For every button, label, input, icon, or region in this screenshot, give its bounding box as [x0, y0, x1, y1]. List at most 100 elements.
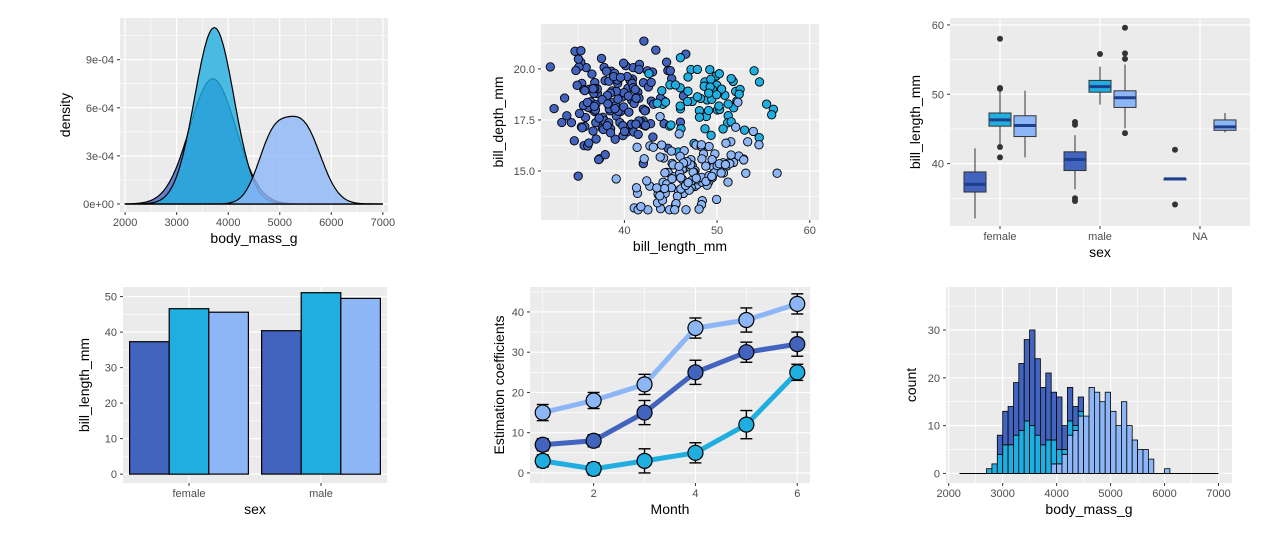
data-point	[789, 336, 806, 353]
histogram-bar-adelie	[1029, 329, 1036, 426]
scatter-point-adelie	[557, 117, 567, 128]
box-male-gentoo	[1113, 24, 1137, 137]
histogram-bar-chinstrap	[986, 468, 993, 474]
y-axis-ticks: 40 50 60	[932, 20, 950, 171]
y-axis-title: count	[903, 368, 919, 402]
x-tick-label: 7000	[1206, 488, 1230, 500]
bar-female-adelie	[129, 341, 170, 475]
bar-male-adelie	[261, 330, 302, 475]
histogram-bar-chinstrap	[1077, 410, 1084, 417]
x-tick-label: male	[309, 488, 333, 500]
box-outlier	[1097, 51, 1103, 58]
y-axis-ticks: 0 10 20 30	[928, 325, 946, 480]
box-female-adelie	[963, 148, 987, 219]
scatter-point-gentoo	[667, 174, 677, 184]
scatter-point-chinstrap	[714, 101, 724, 111]
y-tick-label: 6e-04	[86, 103, 114, 115]
scatter-point-adelie	[618, 58, 629, 68]
histogram-bar-gentoo	[1050, 463, 1057, 474]
scatter-point-adelie	[630, 84, 640, 95]
y-axis-ticks: 0 10 20 30 40 50	[105, 292, 123, 481]
data-point	[636, 452, 653, 469]
scatter-point-gentoo	[652, 183, 662, 193]
histogram-bar-gentoo	[1056, 463, 1063, 474]
y-tick-label: 0e+00	[83, 199, 114, 211]
scatter-point-chinstrap	[754, 77, 765, 87]
box-male-adelie	[1063, 119, 1087, 205]
scatter-point-adelie	[646, 77, 656, 88]
scatter-point-gentoo	[691, 173, 701, 183]
bar-male-gentoo	[340, 297, 381, 475]
scatter-point-chinstrap	[666, 120, 676, 130]
density-curve-gentoo	[125, 115, 383, 205]
x-axis-title: sex	[244, 501, 266, 517]
histogram-bar-chinstrap	[1067, 420, 1074, 436]
scatter-point-chinstrap	[675, 53, 686, 63]
scatter-point-chinstrap	[694, 112, 705, 122]
scatter-point-chinstrap	[703, 105, 714, 116]
box-outlier	[997, 85, 1003, 92]
scatter-point-gentoo	[636, 201, 646, 212]
bar-male-chinstrap	[300, 292, 342, 475]
scatter-point-chinstrap	[660, 97, 671, 107]
scatter-point-gentoo	[655, 111, 665, 122]
box-plot: 40 50 60 female male NA sex bill_length_mm	[907, 18, 1250, 260]
histogram-bar-adelie	[1077, 396, 1084, 412]
box-female-chinstrap	[988, 35, 1012, 161]
scatter-point-adelie	[572, 80, 582, 90]
scatter-point-adelie	[545, 62, 555, 72]
data-point	[789, 295, 806, 313]
box-outlier	[1072, 119, 1078, 125]
scatter-point-adelie	[569, 136, 579, 146]
scatter-point-gentoo	[720, 159, 731, 170]
x-axis-ticks: 2000 3000 4000 5000 6000 7000	[936, 483, 1231, 500]
y-tick-label: 10	[105, 434, 117, 446]
scatter-point-adelie	[619, 126, 630, 137]
scatter-point-gentoo	[772, 168, 782, 178]
histogram-bar-adelie	[1002, 410, 1009, 446]
scatter-point-chinstrap	[692, 92, 703, 102]
histogram-bar-adelie	[996, 434, 1004, 455]
scatter-point-gentoo	[704, 141, 714, 152]
scatter-point-adelie	[640, 120, 651, 131]
scatter-point-gentoo	[659, 183, 670, 194]
scatter-point-gentoo	[674, 129, 684, 139]
scatter-point-adelie	[549, 103, 559, 114]
histogram-bar-adelie	[1050, 391, 1057, 441]
scatter-point-gentoo	[707, 171, 717, 182]
scatter-point-adelie	[576, 46, 586, 56]
histogram-bar-gentoo	[1094, 391, 1101, 474]
box-na-gentoo	[1213, 112, 1237, 133]
scatter-point-adelie	[603, 99, 613, 109]
scatter-point-adelie	[589, 101, 600, 111]
series-line	[542, 301, 799, 416]
x-tick-label: 60	[804, 225, 816, 237]
histogram-bar-chinstrap	[1029, 425, 1036, 474]
scatter-point-adelie	[634, 64, 644, 75]
y-tick-label: 15.0	[514, 166, 535, 178]
histogram-bar-gentoo	[1110, 410, 1117, 474]
y-tick-label: 10	[512, 428, 524, 440]
scatter-point-gentoo	[674, 161, 684, 171]
y-tick-label: 9e-04	[86, 55, 114, 67]
scatter-point-adelie	[562, 111, 572, 121]
scatter-point-gentoo	[694, 204, 704, 214]
scatter-point-adelie	[580, 85, 590, 96]
scatter-point-gentoo	[696, 140, 707, 150]
y-tick-label: 50	[932, 89, 944, 101]
scatter-point-adelie	[615, 72, 626, 83]
x-tick-label: 4000	[1044, 488, 1068, 500]
x-axis-title: sex	[1089, 244, 1111, 260]
scatter-point-adelie	[623, 91, 634, 101]
scatter-point-gentoo	[754, 140, 764, 150]
data-point	[636, 376, 653, 393]
histogram-bar-adelie	[1056, 396, 1063, 450]
scatter-point-gentoo	[741, 168, 751, 178]
histogram-bar-chinstrap	[1013, 434, 1020, 474]
data-point	[687, 444, 704, 461]
scatter-point-chinstrap	[670, 80, 681, 90]
x-tick-label: 40	[618, 225, 630, 237]
series-line	[542, 341, 798, 448]
panel-background	[530, 287, 810, 483]
scatter-point-gentoo	[721, 138, 731, 148]
